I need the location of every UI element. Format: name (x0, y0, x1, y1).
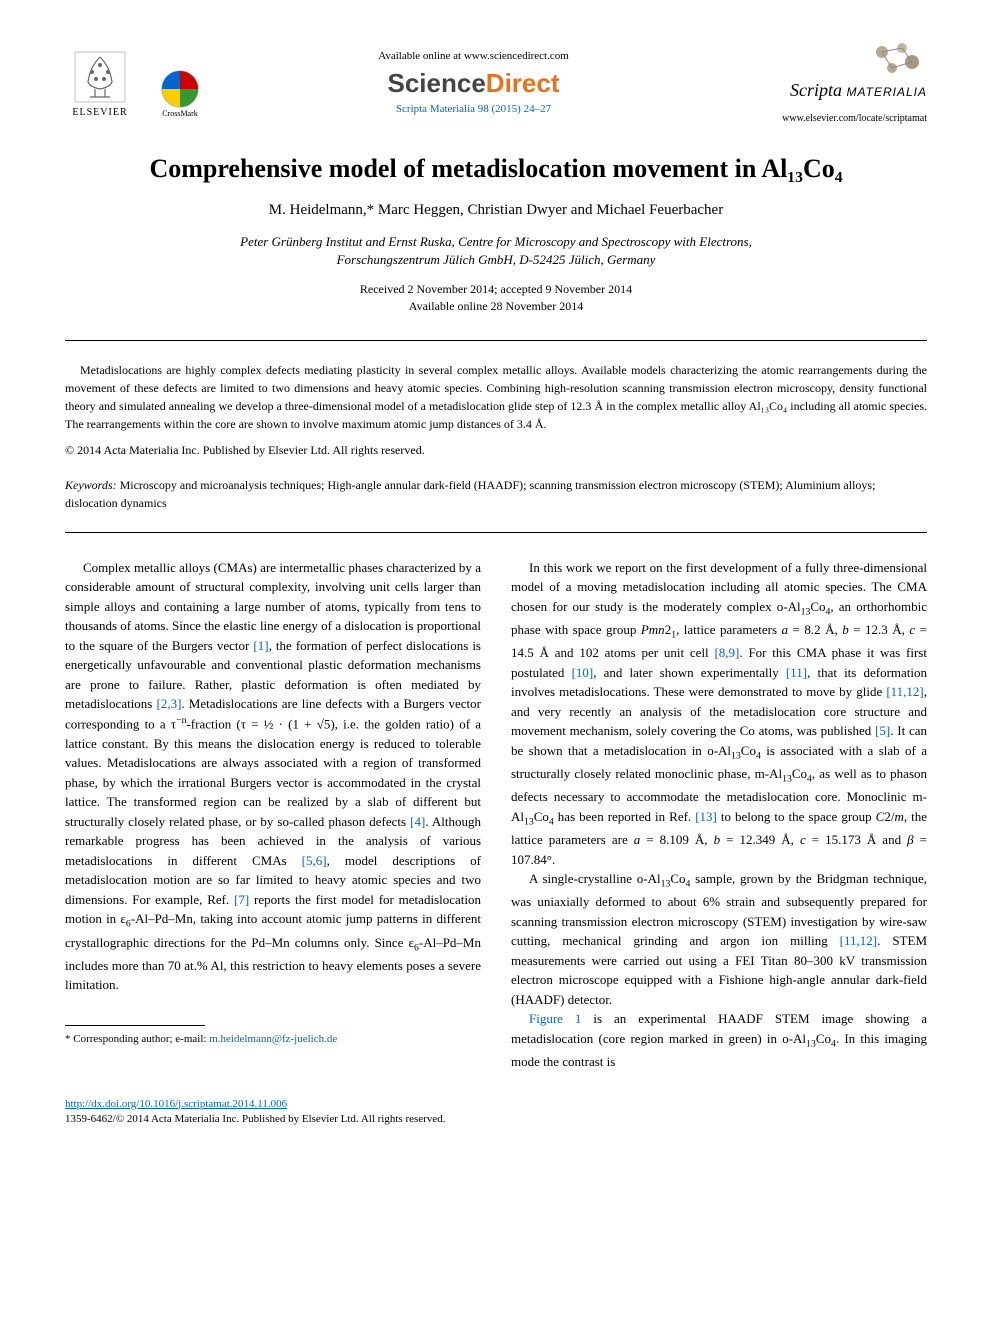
column-left: Complex metallic alloys (CMAs) are inter… (65, 558, 481, 1072)
crossmark-icon (160, 69, 200, 109)
scripta-text: Scripta (790, 80, 842, 100)
body-columns: Complex metallic alloys (CMAs) are inter… (65, 558, 927, 1072)
journal-logo: Scripta MATERIALIA www.elsevier.com/loca… (747, 40, 927, 124)
page-container: ELSEVIER CrossMark Available online at w… (0, 0, 992, 1177)
footnote-email[interactable]: m.heidelmann@fz-juelich.de (209, 1033, 337, 1045)
sd-prefix: Science (388, 68, 486, 98)
dates-line1: Received 2 November 2014; accepted 9 Nov… (65, 281, 927, 298)
center-header: Available online at www.sciencedirect.co… (200, 50, 747, 115)
sd-suffix: Direct (486, 68, 560, 98)
affiliation-line1: Peter Grünberg Institut and Ernst Ruska,… (65, 233, 927, 251)
materialia-text: MATERIALIA (847, 85, 927, 99)
footnote: * Corresponding author; e-mail: m.heidel… (65, 1031, 481, 1048)
affiliation-line2: Forschungszentrum Jülich GmbH, D-52425 J… (65, 251, 927, 269)
footnote-rule (65, 1025, 205, 1026)
authors-text: M. Heidelmann,* Marc Heggen, Christian D… (269, 202, 723, 218)
elsevier-tree-icon (70, 47, 130, 107)
keywords: Keywords: Microscopy and microanalysis t… (65, 476, 927, 512)
header-row: ELSEVIER CrossMark Available online at w… (65, 40, 927, 124)
article-title: Comprehensive model of metadislocation m… (65, 154, 927, 184)
column-right: In this work we report on the first deve… (511, 558, 927, 1072)
journal-ref-link[interactable]: Scripta Materialia 98 (2015) 24–27 (396, 103, 551, 115)
doi-link[interactable]: http://dx.doi.org/10.1016/j.scriptamat.2… (65, 1098, 287, 1110)
elsevier-logo: ELSEVIER (65, 47, 135, 118)
issn-text: 1359-6462/© 2014 Acta Materialia Inc. Pu… (65, 1112, 927, 1127)
abstract: Metadislocations are highly complex defe… (65, 361, 927, 433)
dates-line2: Available online 28 November 2014 (65, 298, 927, 315)
authors: M. Heidelmann,* Marc Heggen, Christian D… (65, 202, 927, 219)
keywords-label: Keywords: (65, 478, 117, 492)
journal-logo-title: Scripta MATERIALIA (790, 80, 927, 101)
col2-p3: Figure 1 is an experimental HAADF STEM i… (511, 1009, 927, 1071)
elsevier-text: ELSEVIER (72, 107, 127, 118)
crossmark-badge[interactable]: CrossMark (160, 69, 200, 118)
col2-p1: In this work we report on the first deve… (511, 558, 927, 869)
sciencedirect-logo: ScienceDirect (200, 68, 747, 99)
divider-top (65, 340, 927, 341)
keywords-text: Microscopy and microanalysis techniques;… (65, 478, 875, 510)
crossmark-text: CrossMark (162, 109, 198, 118)
copyright: © 2014 Acta Materialia Inc. Published by… (65, 443, 927, 458)
divider-bottom (65, 532, 927, 533)
footer: http://dx.doi.org/10.1016/j.scriptamat.2… (65, 1097, 927, 1128)
col2-p2: A single-crystalline o-Al13Co4 sample, g… (511, 869, 927, 1009)
journal-url: www.elsevier.com/locate/scriptamat (782, 113, 927, 124)
journal-reference: Scripta Materialia 98 (2015) 24–27 (200, 103, 747, 115)
footnote-label: * Corresponding author; e-mail: (65, 1033, 209, 1045)
col1-p1: Complex metallic alloys (CMAs) are inter… (65, 558, 481, 995)
dates: Received 2 November 2014; accepted 9 Nov… (65, 281, 927, 315)
materialia-icon (867, 40, 927, 80)
available-text: Available online at www.sciencedirect.co… (200, 50, 747, 62)
affiliation: Peter Grünberg Institut and Ernst Ruska,… (65, 233, 927, 269)
